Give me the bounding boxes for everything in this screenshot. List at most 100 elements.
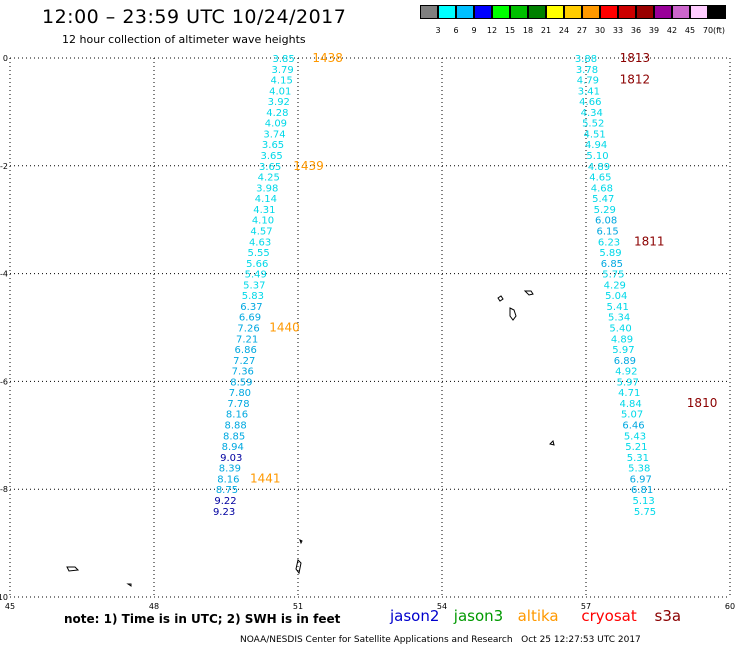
colorbar-unit: (ft) <box>712 26 726 35</box>
colorbar-swatch <box>672 5 690 19</box>
wave-height-value: 5.52 <box>582 119 604 130</box>
wave-height-value: 3.41 <box>578 86 600 97</box>
credit-footer: NOAA/NESDIS Center for Satellite Applica… <box>240 635 641 645</box>
wave-height-value: 4.01 <box>269 86 291 97</box>
wave-height-value: 6.89 <box>614 356 636 367</box>
wave-height-value: 4.71 <box>618 388 640 399</box>
wave-height-value: 6.69 <box>239 313 261 324</box>
wave-height-value: 3.85 <box>272 54 294 65</box>
wave-height-value: 5.13 <box>632 496 654 507</box>
satellite-legend-jason3: jason3 <box>453 607 504 625</box>
colorbar-swatch <box>492 5 510 19</box>
colorbar-label: 12 <box>486 26 498 35</box>
wave-height-value: 8.94 <box>222 442 244 453</box>
pass-time-label: 1440 <box>269 321 300 335</box>
colorbar-label: 30 <box>594 26 606 35</box>
wave-height-value: 9.22 <box>214 496 236 507</box>
wave-height-value: 3.78 <box>576 65 598 76</box>
wave-height-value: 4.79 <box>577 76 599 87</box>
wave-height-value: 3.79 <box>272 65 294 76</box>
wave-height-value: 5.40 <box>609 324 631 335</box>
pass-time-label: 1439 <box>293 159 324 173</box>
colorbar-label: 33 <box>612 26 624 35</box>
wave-height-value: 8.39 <box>219 464 241 475</box>
wave-height-value: 8.85 <box>223 431 245 442</box>
wave-height-value: 5.38 <box>628 464 650 475</box>
wave-height-value: 3.65 <box>260 151 282 162</box>
wave-height-value: 7.78 <box>227 399 249 410</box>
island-outline <box>299 539 303 545</box>
wave-height-value: 5.49 <box>245 270 267 281</box>
satellite-legend-jason2: jason2 <box>390 607 440 625</box>
wave-height-value: 5.89 <box>599 248 621 259</box>
wave-height-value: 6.81 <box>631 485 653 496</box>
colorbar-label: 24 <box>558 26 570 35</box>
colorbar-label: 27 <box>576 26 588 35</box>
colorbar-swatch <box>474 5 492 19</box>
island-outline <box>549 440 555 446</box>
pass-time-label: 1812 <box>620 73 651 87</box>
colorbar-swatch <box>420 5 438 19</box>
wave-height-value: 5.97 <box>617 377 639 388</box>
wave-height-value: 5.55 <box>248 248 270 259</box>
island-outline <box>509 307 517 321</box>
wave-height-value: 4.15 <box>271 76 293 87</box>
colorbar-label: 36 <box>630 26 642 35</box>
colorbar-label: 18 <box>522 26 534 35</box>
wave-height-value: 4.28 <box>266 108 288 119</box>
colorbar-swatch <box>690 5 708 19</box>
wave-height-value: 5.10 <box>586 151 608 162</box>
map-subtitle: 12 hour collection of altimeter wave hei… <box>62 33 306 46</box>
colorbar-label: 45 <box>684 26 696 35</box>
lat-tick-label: -10 <box>0 593 8 602</box>
island-outline <box>126 583 132 587</box>
colorbar-label: 21 <box>540 26 552 35</box>
wave-height-value: 5.47 <box>592 194 614 205</box>
lon-tick-label: 48 <box>149 602 159 610</box>
wave-height-value: 5.75 <box>602 270 624 281</box>
wave-height-value: 3.65 <box>259 162 281 173</box>
pass-time-label: 1441 <box>250 471 281 485</box>
lon-tick-label: 57 <box>581 602 591 610</box>
wave-height-value: 5.37 <box>243 280 265 291</box>
satellite-legend-s3a: s3a <box>654 607 682 625</box>
wave-height-value: 6.08 <box>595 216 617 227</box>
wave-height-value: 3.98 <box>256 183 278 194</box>
wave-height-value: 4.84 <box>620 399 642 410</box>
wave-height-value: 4.10 <box>252 216 274 227</box>
wave-height-value: 8.59 <box>230 377 252 388</box>
colorbar-swatch <box>456 5 474 19</box>
wave-height-value: 4.89 <box>588 162 610 173</box>
wave-height-value: 3.65 <box>262 140 284 151</box>
wave-height-value: 4.63 <box>249 237 271 248</box>
wave-height-value: 7.27 <box>233 356 255 367</box>
wave-height-value: 5.75 <box>634 507 656 518</box>
pass-time-label: 1438 <box>312 51 343 65</box>
colorbar-swatch <box>708 5 726 19</box>
colorbar-swatch <box>528 5 546 19</box>
wave-height-value: 6.97 <box>630 474 652 485</box>
wave-height-value: 4.89 <box>611 334 633 345</box>
island-outline <box>295 559 302 575</box>
colorbar-swatch <box>546 5 564 19</box>
wave-height-value: 4.34 <box>581 108 603 119</box>
wave-height-value: 6.23 <box>598 237 620 248</box>
wave-height-value: 7.21 <box>236 334 258 345</box>
wave-height-value: 5.21 <box>625 442 647 453</box>
pass-time-label: 1810 <box>687 396 718 410</box>
wave-height-value: 5.34 <box>608 313 630 324</box>
lat-tick-label: -4 <box>0 270 8 279</box>
wave-height-value: 5.07 <box>621 410 643 421</box>
wave-height-value: 6.15 <box>596 226 618 237</box>
satellite-legend-altika: altika <box>517 607 559 625</box>
wave-height-value: 9.23 <box>213 507 235 518</box>
wave-height-value: 4.25 <box>258 173 280 184</box>
wave-height-value: 5.43 <box>624 431 646 442</box>
wave-height-value: 4.09 <box>265 119 287 130</box>
colorbar-label: 9 <box>471 26 477 35</box>
wave-height-value: 4.68 <box>591 183 613 194</box>
wave-height-value: 4.29 <box>604 280 626 291</box>
wave-height-value: 6.85 <box>601 259 623 270</box>
island-outline <box>497 295 504 302</box>
colorbar-label: 3 <box>435 26 441 35</box>
